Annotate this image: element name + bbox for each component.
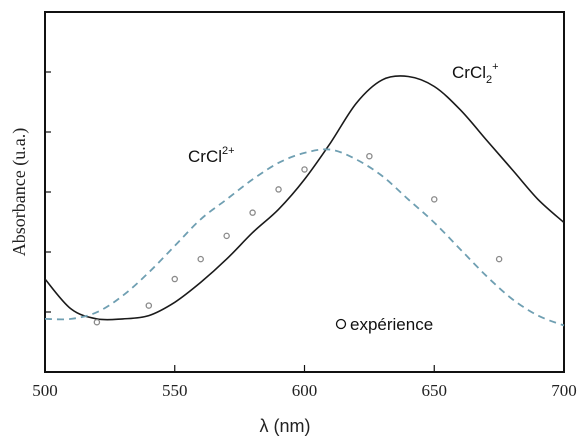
legend-label-experience: expérience [350,315,433,334]
crcl-2plus-curve [44,148,565,327]
experiment-point [430,196,438,203]
experiment-point [495,255,503,263]
x-tick-label-500: 500 [32,381,58,400]
x-tick-label-550: 550 [162,381,188,400]
x-tick-label-700: 700 [551,381,577,400]
experiment-point [197,255,204,263]
series-label-crcl-2plus-main: CrCl [188,147,222,166]
series-label-crcl2-plus: CrCl2+ [452,61,499,86]
experiment-point [93,318,101,326]
experiment-point [249,209,256,216]
experiment-point [223,232,230,240]
y-axis-title: Absorbance (u.a.) [9,128,30,256]
x-axis-ticks: 500 550 600 650 700 [32,365,577,400]
series-label-crcl2-plus-main: CrCl [452,63,486,82]
x-axis-title: λ (nm) [260,416,311,436]
markers-layer [93,152,503,326]
experiment-point [275,186,282,193]
plot-frame [44,11,565,373]
x-tick-label-650: 650 [422,381,448,400]
series-label-crcl2-plus-sub: 2 [486,74,492,86]
experiment-point [366,152,373,160]
series-label-crcl-2plus-sup: 2+ [222,145,235,157]
x-tick-label-600: 600 [292,381,318,400]
legend-marker-icon [335,318,347,330]
curves-layer [44,75,565,327]
experiment-point [145,302,153,309]
series-label-crcl-2plus: CrCl2+ [188,145,235,166]
experiment-point [301,166,308,173]
experiment-point [171,275,178,283]
series-label-crcl2-plus-sup: + [492,61,498,73]
y-axis-ticks [45,71,51,313]
legend: expérience [335,315,433,334]
crcl2-plus-curve [44,75,565,321]
